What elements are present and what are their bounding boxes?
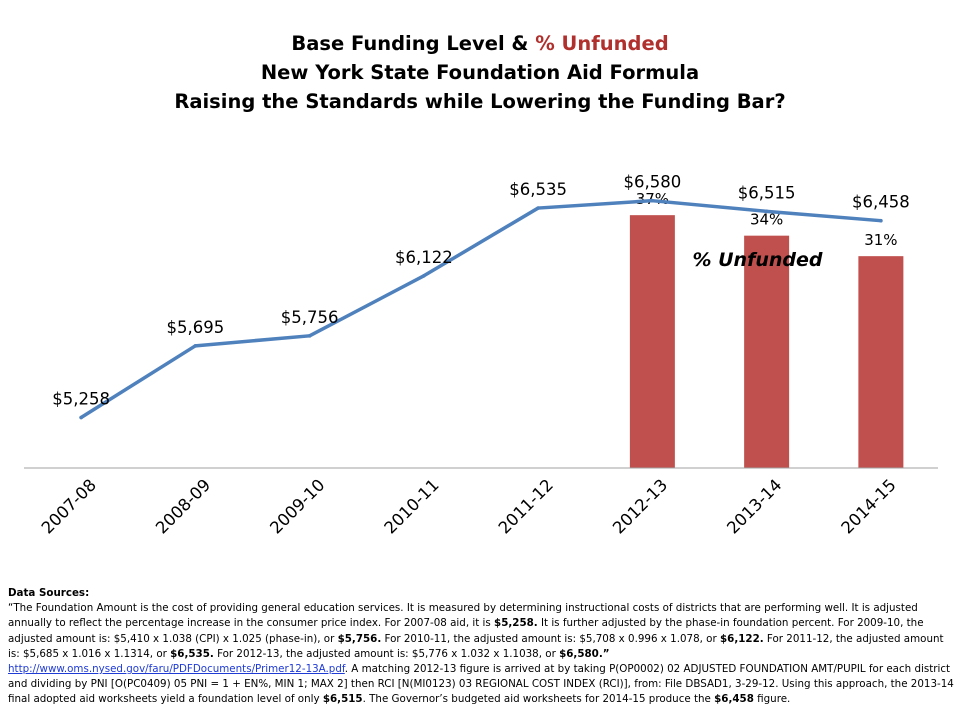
x-tick-2013-14: 2013-14 bbox=[723, 475, 785, 537]
funding-label-2010-11: $6,122 bbox=[395, 248, 453, 267]
x-tick-2012-13: 2012-13 bbox=[609, 475, 671, 537]
note-value-2013: $6,515 bbox=[322, 693, 363, 706]
note-text-8: figure. bbox=[753, 693, 791, 706]
funding-label-2008-09: $5,695 bbox=[167, 318, 225, 337]
note-value-2014: $6,458 bbox=[714, 693, 754, 706]
unfunded-bar-2012-13 bbox=[629, 215, 675, 468]
funding-point-2010-11 bbox=[422, 273, 426, 278]
funding-point-2013-14 bbox=[764, 209, 769, 214]
note-text-2: It is further adjusted by the phase-in f… bbox=[8, 617, 924, 645]
funding-label-2011-12: $6,535 bbox=[509, 180, 567, 199]
funding-label-2007-08: $5,258 bbox=[52, 389, 110, 408]
title-line-1: Base Funding Level & % Unfunded bbox=[0, 29, 960, 58]
funding-point-2009-10 bbox=[307, 334, 312, 338]
note-value-2010: $6,122. bbox=[720, 632, 764, 645]
title-prefix: Base Funding Level & bbox=[291, 32, 536, 55]
funding-label-2012-13: $6,580 bbox=[624, 173, 682, 192]
x-tick-2007-08: 2007-08 bbox=[38, 475, 100, 537]
funding-label-2009-10: $5,756 bbox=[281, 308, 339, 327]
note-text-6: . A matching 2012-13 figure is arrived a… bbox=[8, 663, 954, 706]
unfunded-label-2014-15: 31% bbox=[864, 231, 897, 249]
data-sources-header: Data Sources: bbox=[8, 587, 90, 599]
funding-line bbox=[79, 198, 883, 420]
x-tick-2009-10: 2009-10 bbox=[266, 475, 328, 537]
title-line-2: New York State Foundation Aid Formula bbox=[260, 61, 700, 84]
title-accent: % Unfunded bbox=[535, 32, 669, 55]
note-text-1: “The Foundation Amount is the cost of pr… bbox=[8, 602, 918, 630]
title-line-3: Raising the Standards while Lowering the… bbox=[174, 90, 786, 113]
funding-point-2007-08 bbox=[79, 415, 83, 420]
source-link[interactable]: http://www.oms.nysed.gov/faru/PDFDocumen… bbox=[8, 663, 345, 676]
unfunded-bar-2014-15 bbox=[858, 256, 904, 468]
funding-point-2012-13 bbox=[650, 198, 655, 203]
data-sources-body: “The Foundation Amount is the cost of pr… bbox=[8, 601, 954, 707]
unfunded-label-2013-14: 34% bbox=[750, 211, 783, 229]
note-text-4: For 2011-12, the adjusted amount is: $5,… bbox=[8, 632, 944, 660]
note-text-3: For 2010-11, the adjusted amount is: $5,… bbox=[381, 632, 720, 645]
funding-label-2014-15: $6,458 bbox=[852, 193, 910, 212]
data-sources: Data Sources: “The Foundation Amount is … bbox=[8, 586, 954, 708]
chart-title: Base Funding Level & % Unfunded New York… bbox=[0, 29, 960, 116]
unfunded-bar-2013-14 bbox=[744, 235, 790, 468]
funding-label-2013-14: $6,515 bbox=[738, 183, 796, 202]
note-text-5: For 2012-13, the adjusted amount is: $5,… bbox=[213, 647, 560, 660]
chart-canvas: 37%34%31%% Unfunded$5,258$5,695$5,756$6,… bbox=[24, 173, 938, 538]
x-tick-2010-11: 2010-11 bbox=[381, 475, 443, 537]
x-tick-2011-12: 2011-12 bbox=[495, 475, 557, 537]
funding-point-2011-12 bbox=[536, 206, 540, 210]
note-value-2009: $5,756. bbox=[337, 632, 382, 645]
funding-point-2008-09 bbox=[193, 344, 198, 348]
note-value-2012: $6,580.” bbox=[559, 647, 610, 660]
x-tick-2014-15: 2014-15 bbox=[838, 475, 900, 537]
note-value-2011: $6,535. bbox=[170, 647, 214, 660]
x-tick-2008-09: 2008-09 bbox=[152, 475, 214, 537]
note-text-7: . The Governor’s budgeted aid worksheets… bbox=[362, 693, 715, 706]
note-value-2007: $5,258. bbox=[494, 617, 538, 630]
unfunded-annotation: % Unfunded bbox=[692, 249, 822, 271]
funding-point-2014-15 bbox=[879, 218, 883, 223]
